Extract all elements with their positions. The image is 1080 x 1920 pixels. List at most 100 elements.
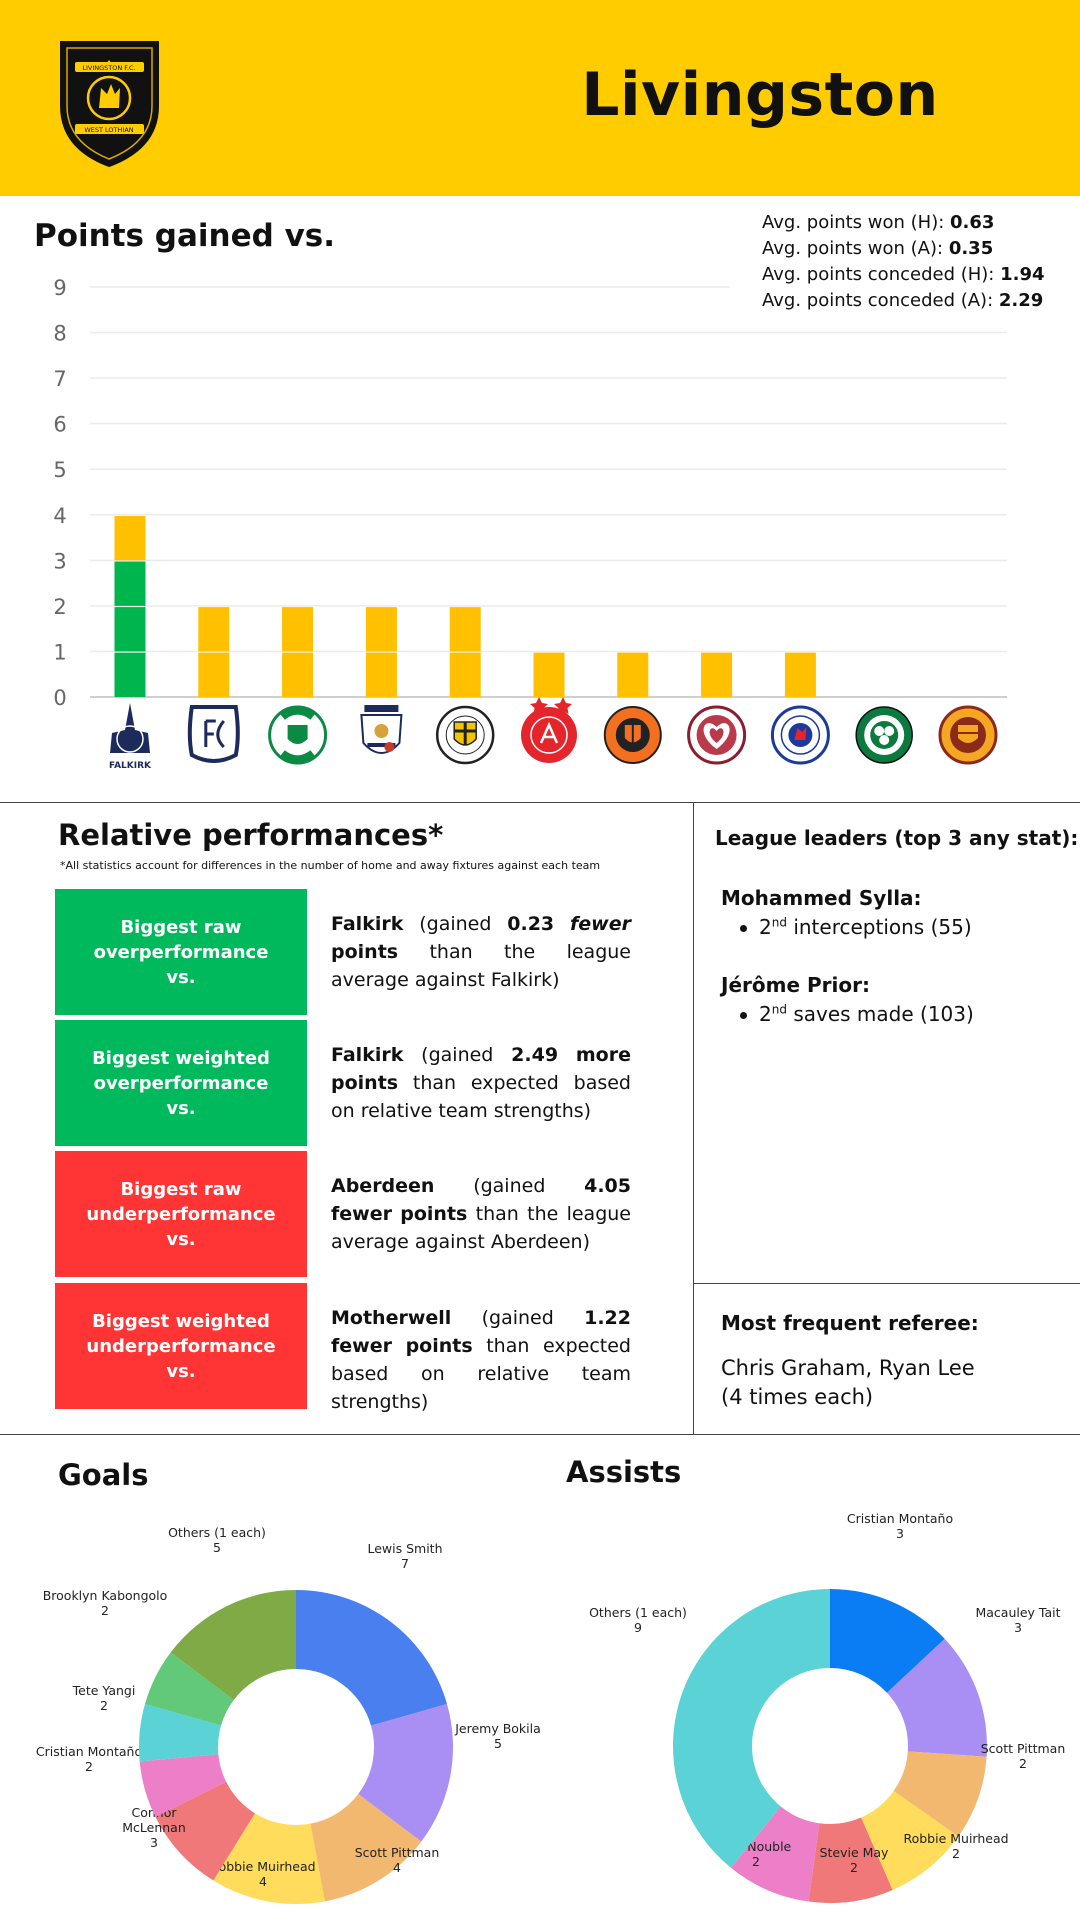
slice-value: 2 <box>752 1854 760 1869</box>
slice-value: 2 <box>850 1860 858 1875</box>
slice-label: Scott Pittman <box>355 1845 440 1860</box>
avg-stat-row: Avg. points won (A): 0.35 <box>762 238 994 259</box>
slice-value: 2 <box>101 1603 109 1618</box>
motherwell-logo-icon <box>938 705 998 765</box>
donut-slice <box>673 1589 830 1868</box>
donut-slice <box>893 1751 987 1837</box>
perf-description: Falkirk (gained 0.23 fewer points than t… <box>331 913 631 991</box>
slice-value: 2 <box>85 1759 93 1774</box>
perf-description: Falkirk (gained 2.49 more points than ex… <box>331 1044 631 1122</box>
slice-label: Others (1 each) <box>168 1525 266 1540</box>
assists-title: Assists <box>566 1455 682 1489</box>
y-tick-label: 5 <box>53 458 66 482</box>
slice-value: 2 <box>1019 1756 1027 1771</box>
falkirk-logo-icon: FALKIRK <box>109 703 152 771</box>
bar-segment <box>114 561 146 606</box>
leader-player-name: Mohammed Sylla: <box>721 886 922 910</box>
bar-segment <box>365 652 397 697</box>
kilmarnock-logo-icon <box>360 705 403 754</box>
slice-value: 5 <box>494 1736 502 1751</box>
bar-segment <box>198 607 230 652</box>
bar-segment <box>701 652 733 697</box>
slice-label: Cristian Montaño <box>847 1511 953 1526</box>
referee-names: Chris Graham, Ryan Lee (4 times each) <box>721 1356 975 1409</box>
donut-slice <box>144 1652 234 1726</box>
leader-stat: 2nd saves made (103) <box>740 1002 974 1026</box>
donut-slice <box>887 1638 987 1757</box>
perf-label-box: Biggest raw underperformance vs. <box>55 1151 307 1277</box>
bar-segment <box>365 607 397 652</box>
slice-label: Cristian Montaño <box>36 1744 142 1759</box>
bar-segment <box>617 652 649 697</box>
slice-value: 3 <box>150 1835 158 1850</box>
y-tick-label: 6 <box>53 413 66 437</box>
hibernian-logo-icon <box>268 705 328 765</box>
y-tick-label: 0 <box>53 686 66 710</box>
leader-player-name: Jérôme Prior: <box>721 973 870 997</box>
team-name: Livingston <box>581 60 939 130</box>
dundee-logo-icon <box>187 705 240 763</box>
slice-value: 2 <box>100 1698 108 1713</box>
y-tick-label: 7 <box>53 367 66 391</box>
donut-slice <box>730 1806 820 1902</box>
bar-segment <box>282 607 314 652</box>
donut-slice <box>830 1589 945 1693</box>
donut-slice <box>170 1590 296 1700</box>
bar-segment <box>198 652 230 697</box>
league-leaders-title: League leaders (top 3 any stat): <box>715 826 1079 850</box>
donut-slice <box>139 1754 227 1817</box>
slice-label: Lewis Smith <box>367 1541 442 1556</box>
bar-segment <box>114 652 146 697</box>
slice-label: Robbie Muirhead <box>210 1859 315 1874</box>
relative-performances-title: Relative performances* <box>58 818 444 852</box>
slice-value: 3 <box>1014 1620 1022 1635</box>
bar-segment <box>533 652 565 697</box>
slice-label: Others (1 each) <box>589 1605 687 1620</box>
y-tick-label: 9 <box>53 276 66 300</box>
perf-label-box: Biggest weighted overperformance vs. <box>55 1020 307 1146</box>
donut-slice <box>358 1704 453 1842</box>
average-points-stats: Avg. points won (H): 0.63 Avg. points wo… <box>762 210 1045 314</box>
hearts-logo-icon <box>687 705 747 765</box>
donut-slice <box>310 1794 422 1902</box>
y-tick-label: 8 <box>53 322 66 346</box>
crest-ribbon-bottom: WEST LOTHIAN <box>84 126 133 134</box>
goals-title: Goals <box>58 1458 149 1492</box>
column-divider <box>693 802 694 1434</box>
bar-segment <box>114 607 146 652</box>
donut-slice <box>296 1590 448 1726</box>
avg-stat-row: Avg. points conceded (H): 1.94 <box>762 264 1045 285</box>
leader-stat: 2nd interceptions (55) <box>740 915 972 939</box>
bar-segment <box>784 652 816 697</box>
slice-label: Jeremy Bokila <box>454 1721 540 1736</box>
slice-label: Stevie May <box>820 1845 890 1860</box>
slice-label: Tete Yangi <box>72 1683 136 1698</box>
avg-stat-row: Avg. points conceded (A): 2.29 <box>762 290 1044 311</box>
slice-value: 4 <box>259 1874 267 1889</box>
dundee-united-logo-icon <box>603 706 662 764</box>
st-mirren-logo-icon <box>435 705 495 765</box>
y-tick-label: 2 <box>53 595 66 619</box>
celtic-logo-icon <box>855 706 913 764</box>
team-header: LIVINGSTON F.C. WEST LOTHIAN Livingston <box>0 0 1080 196</box>
falkirk-logo-label: FALKIRK <box>109 761 152 771</box>
slice-value: 4 <box>393 1860 401 1875</box>
points-bar-chart: 0 1 2 3 4 5 6 7 8 9 FALKIRK <box>53 276 1007 771</box>
donut-slice <box>861 1790 959 1891</box>
donut-slice <box>155 1781 255 1881</box>
y-tick-label: 3 <box>53 549 66 573</box>
section-divider <box>0 802 1080 803</box>
donut-slice <box>213 1813 325 1904</box>
perf-label-box: Biggest weighted underperformance vs. <box>55 1283 307 1409</box>
aberdeen-logo-icon <box>521 697 577 763</box>
slice-value: 7 <box>401 1556 409 1571</box>
y-tick-label: 4 <box>53 504 66 528</box>
bar-segment <box>282 652 314 697</box>
perf-label-box: Biggest raw overperformance vs. <box>55 889 307 1015</box>
slice-value: 5 <box>213 1540 221 1555</box>
bar-segment <box>449 607 481 652</box>
bar-segment <box>114 515 146 561</box>
slice-label: Brooklyn Kabongolo <box>43 1588 168 1603</box>
